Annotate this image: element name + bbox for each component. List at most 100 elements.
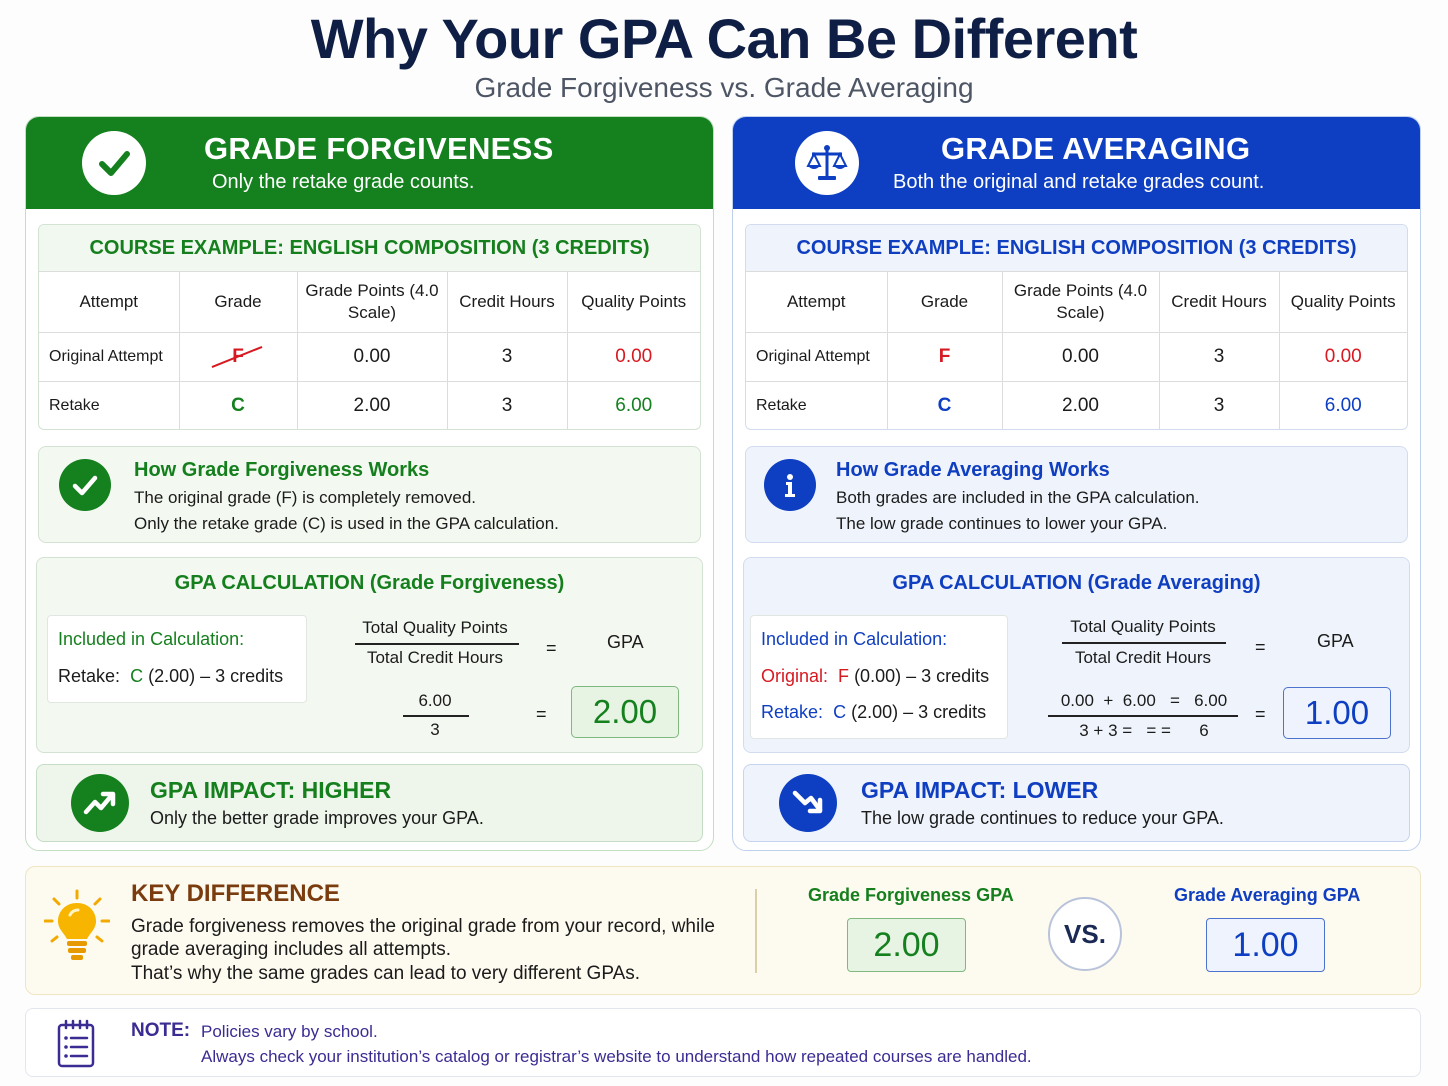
fraction-bar xyxy=(355,643,519,645)
included-grade: C xyxy=(833,702,847,722)
included-detail: (2.00) – 3 credits xyxy=(148,666,284,686)
calc-title: GPA CALCULATION (Grade Forgiveness) xyxy=(174,572,565,594)
included-item: Retake: C (2.00) – 3 credits xyxy=(58,666,283,687)
check-circle-icon xyxy=(59,459,111,511)
equals-sign: = xyxy=(536,704,547,724)
trend-down-icon xyxy=(779,774,837,832)
included-label: Retake: xyxy=(58,666,121,686)
lightbulb-icon xyxy=(44,889,110,960)
column-header: Quality Points xyxy=(1279,272,1407,333)
included-title: Included in Calculation: xyxy=(761,629,948,649)
included-detail: (0.00) – 3 credits xyxy=(854,666,990,686)
calc-numerator: 0.00 + 6.00 = 6.00 xyxy=(1060,691,1228,710)
averaging-title: GRADE AVERAGING xyxy=(941,131,1251,166)
averaging-course-table: Attempt Grade Grade Points (4.0 Scale) C… xyxy=(746,272,1407,429)
grade-points-cell: 0.00 xyxy=(1002,332,1160,382)
table-row: Retake C 2.00 3 6.00 xyxy=(39,381,700,429)
note-line: Always check your institution’s catalog … xyxy=(201,1047,1032,1066)
key-difference-section: KEY DIFFERENCE Grade forgiveness removes… xyxy=(25,866,1421,995)
credit-hours-cell: 3 xyxy=(1159,381,1280,429)
forgiveness-course-example: COURSE EXAMPLE: ENGLISH COMPOSITION (3 C… xyxy=(38,224,701,430)
averaging-header: GRADE AVERAGING Both the original and re… xyxy=(733,117,1420,209)
column-header: Grade Points (4.0 Scale) xyxy=(297,272,448,333)
included-in-calculation: Included in Calculation: Original: F (0.… xyxy=(750,615,1008,739)
grade-points-cell: 2.00 xyxy=(297,381,448,429)
grade-cell: F xyxy=(887,332,1003,382)
grade-cell: C xyxy=(887,381,1003,429)
column-header: Attempt xyxy=(746,272,888,333)
included-grade: F xyxy=(838,666,850,686)
averaging-how-it-works: How Grade Averaging Works Both grades ar… xyxy=(745,446,1408,543)
grade-cell: F xyxy=(179,332,298,382)
averaging-gpa-impact: GPA IMPACT: LOWER The low grade continue… xyxy=(743,764,1410,842)
forgiveness-gpa-label: Grade Forgiveness GPA xyxy=(808,885,1014,905)
averaging-gpa-label: Grade Averaging GPA xyxy=(1174,885,1361,905)
forgiveness-title: GRADE FORGIVENESS xyxy=(204,131,554,166)
forgiveness-header: GRADE FORGIVENESS Only the retake grade … xyxy=(26,117,713,209)
info-icon xyxy=(764,459,816,511)
note-section: NOTE: Policies vary by school. Always ch… xyxy=(25,1008,1421,1077)
included-item: Original: F (0.00) – 3 credits xyxy=(761,666,989,687)
included-label: Original: xyxy=(761,666,829,686)
vs-badge: VS. xyxy=(1048,897,1122,971)
grade-forgiveness-panel: GRADE FORGIVENESS Only the retake grade … xyxy=(25,116,714,851)
formula-denominator: Total Credit Hours xyxy=(366,648,504,667)
column-header: Quality Points xyxy=(567,272,700,333)
averaging-gpa-value: 1.00 xyxy=(1206,918,1325,972)
quality-points-cell: 0.00 xyxy=(567,332,700,382)
divider xyxy=(755,889,757,973)
key-line: Grade forgiveness removes the original g… xyxy=(131,916,715,937)
credit-hours-cell: 3 xyxy=(447,332,568,382)
quality-points-cell: 6.00 xyxy=(1324,394,1362,416)
how-line: The low grade continues to lower your GP… xyxy=(836,514,1168,533)
forgiveness-gpa-impact: GPA IMPACT: HIGHER Only the better grade… xyxy=(36,764,703,842)
forgiveness-subtitle: Only the retake grade counts. xyxy=(212,171,475,193)
forgiveness-how-it-works: How Grade Forgiveness Works The original… xyxy=(38,446,701,543)
page-title: Why Your GPA Can Be Different xyxy=(310,7,1138,70)
check-circle-icon xyxy=(82,131,146,195)
gpa-result: 2.00 xyxy=(571,686,679,738)
included-grade: C xyxy=(130,666,144,686)
table-row: Original Attempt F 0.00 3 0.00 xyxy=(39,332,700,382)
table-row: Original Attempt F 0.00 3 0.00 xyxy=(746,332,1407,382)
how-line: The original grade (F) is completely rem… xyxy=(134,488,477,507)
formula-numerator: Total Quality Points xyxy=(1070,617,1216,636)
course-example-title: COURSE EXAMPLE: ENGLISH COMPOSITION (3 C… xyxy=(746,225,1407,272)
included-detail: (2.00) – 3 credits xyxy=(851,702,987,722)
included-item: Retake: C (2.00) – 3 credits xyxy=(761,702,986,723)
impact-title: GPA IMPACT: HIGHER xyxy=(150,777,392,803)
forgiveness-gpa-calculation: GPA CALCULATION (Grade Forgiveness) Incl… xyxy=(36,557,703,753)
table-row: Retake C 2.00 3 6.00 xyxy=(746,381,1407,429)
averaging-gpa-calculation: GPA CALCULATION (Grade Averaging) Includ… xyxy=(743,557,1410,753)
column-header: Credit Hours xyxy=(447,272,568,333)
how-title: How Grade Forgiveness Works xyxy=(134,459,430,481)
impact-subtitle: Only the better grade improves your GPA. xyxy=(150,808,484,828)
averaging-subtitle: Both the original and retake grades coun… xyxy=(893,171,1265,193)
column-header: Credit Hours xyxy=(1159,272,1280,333)
averaging-course-example: COURSE EXAMPLE: ENGLISH COMPOSITION (3 C… xyxy=(745,224,1408,430)
column-header: Grade Points (4.0 Scale) xyxy=(1002,272,1160,333)
table-header-row: Attempt Grade Grade Points (4.0 Scale) C… xyxy=(39,272,700,333)
impact-subtitle: The low grade continues to reduce your G… xyxy=(861,808,1224,828)
key-line: That’s why the same grades can lead to v… xyxy=(131,963,641,984)
quality-points-cell: 0.00 xyxy=(1279,332,1407,382)
equals-sign: = xyxy=(546,638,557,658)
equals-sign: = xyxy=(1255,637,1266,657)
struck-grade: F xyxy=(232,345,244,367)
column-header: Grade xyxy=(179,272,298,333)
formula-denominator: Total Credit Hours xyxy=(1074,648,1212,667)
fraction-bar xyxy=(403,715,469,717)
key-difference-title: KEY DIFFERENCE xyxy=(131,880,340,907)
calc-denominator: 3 + 3 = = = 6 xyxy=(1079,721,1209,740)
included-in-calculation: Included in Calculation: Retake: C (2.00… xyxy=(47,615,307,703)
quality-points-cell: 6.00 xyxy=(615,394,653,416)
grade-points-cell: 0.00 xyxy=(297,332,448,382)
attempt-cell: Retake xyxy=(746,381,888,429)
formula-numerator: Total Quality Points xyxy=(362,618,508,637)
page-subtitle: Grade Forgiveness vs. Grade Averaging xyxy=(474,72,974,103)
impact-title: GPA IMPACT: LOWER xyxy=(861,777,1099,803)
forgiveness-course-table: Attempt Grade Grade Points (4.0 Scale) C… xyxy=(39,272,700,429)
fraction-bar xyxy=(1048,715,1238,717)
scale-icon xyxy=(795,131,859,195)
calc-numerator: 6.00 xyxy=(418,691,452,710)
